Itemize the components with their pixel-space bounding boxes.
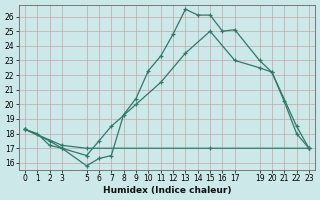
X-axis label: Humidex (Indice chaleur): Humidex (Indice chaleur) bbox=[103, 186, 231, 195]
